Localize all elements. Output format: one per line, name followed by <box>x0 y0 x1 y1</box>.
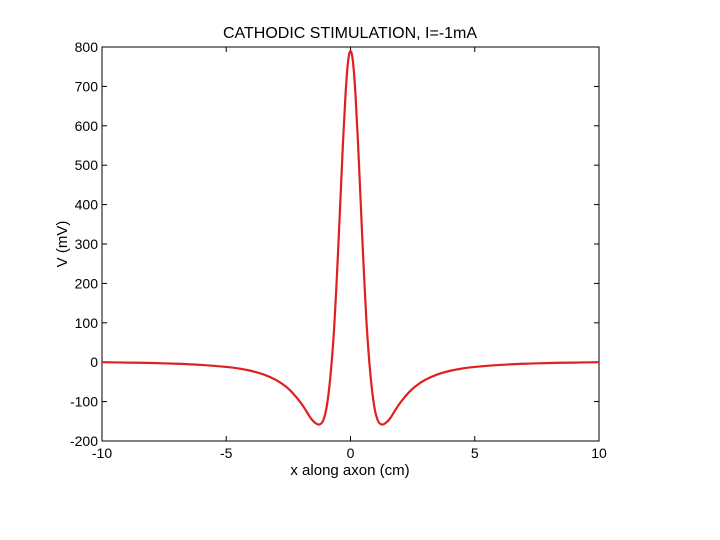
y-tick-label: 100 <box>75 315 99 331</box>
tick-labels: -10 -5 0 5 10 -200 -100 0 100 200 300 400 500 600 700 8… <box>70 39 607 461</box>
y-tick-label: -100 <box>70 394 98 410</box>
y-tick-label: 700 <box>75 78 99 94</box>
x-tick-label: -5 <box>220 445 233 461</box>
y-tick-label: -200 <box>70 433 98 449</box>
x-axis-label: x along axon (cm) <box>290 462 409 479</box>
x-tick-label: 5 <box>471 445 479 461</box>
x-tick-label: 10 <box>591 445 607 461</box>
x-tick-label: -10 <box>92 445 112 461</box>
y-tick-label: 600 <box>75 118 99 134</box>
y-tick-label: 800 <box>75 39 99 55</box>
y-tick-label: 500 <box>75 157 99 173</box>
x-tick-label: 0 <box>347 445 355 461</box>
y-axis-label: V (mV) <box>54 221 71 268</box>
y-tick-label: 300 <box>75 236 99 252</box>
y-tick-label: 200 <box>75 275 99 291</box>
plot-area <box>101 46 600 442</box>
axis-ticks <box>101 46 600 442</box>
y-tick-label: 0 <box>90 354 98 370</box>
series-line-voltage <box>101 49 600 426</box>
y-tick-label: 400 <box>75 197 99 213</box>
chart-title: CATHODIC STIMULATION, I=-1mA <box>223 25 477 42</box>
